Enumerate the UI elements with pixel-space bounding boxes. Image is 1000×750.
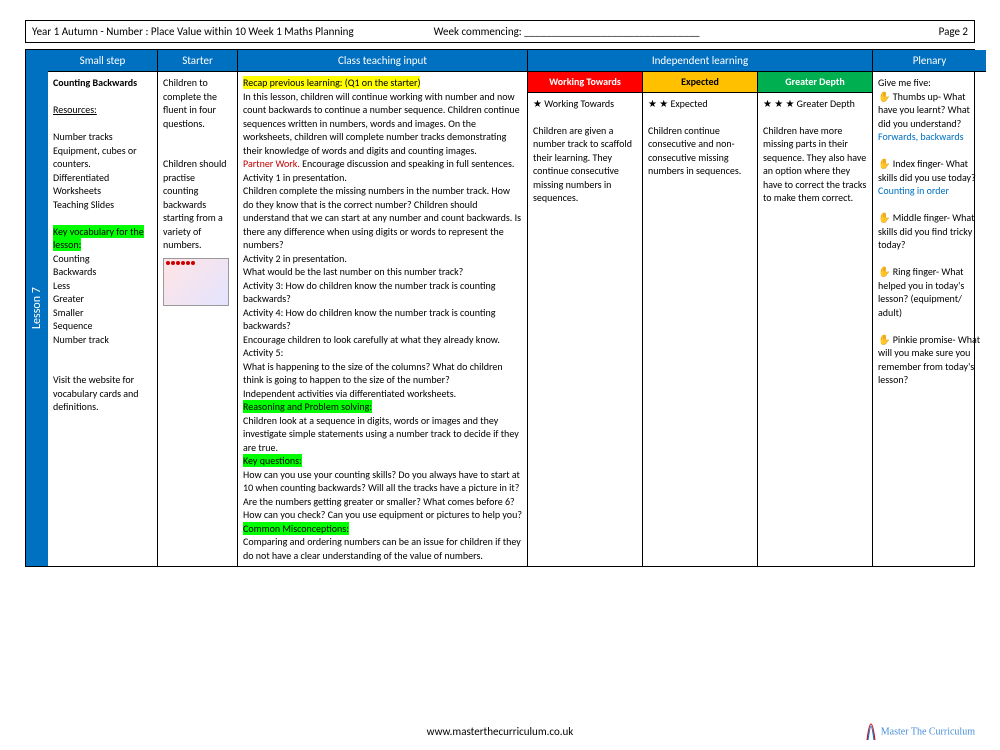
col-header-plenary: Plenary [873, 50, 986, 72]
activity-1: Activity 1 in presentation. [243, 171, 522, 185]
indep-cell-wt: ★ Working Towards Children are given a n… [528, 93, 643, 567]
step-title: Counting Backwards [53, 76, 152, 90]
cell-teaching-input: Recap previous learning: (Q1 on the star… [238, 72, 528, 566]
teach-p6: Comparing and ordering numbers can be an… [243, 535, 522, 562]
plenary-title: Give me five: [878, 76, 981, 90]
partner-work-label: Partner Work. [243, 157, 300, 170]
plenary-index: ✋ Index finger- What skills did you use … [878, 157, 981, 184]
plenary-thumbs: ✋ Thumbs up- What have you learnt? What … [878, 90, 981, 131]
col-header-teaching: Class teaching input [238, 50, 528, 72]
resources-list: Number tracks Equipment, cubes or counte… [53, 130, 152, 211]
footer-url: www.masterthecurriculum.co.uk [0, 725, 1000, 738]
gd-text: Children have more missing parts in thei… [763, 124, 867, 205]
table-body-row: Counting Backwards Resources: Number tra… [48, 72, 986, 566]
wt-title: ★ Working Towards [533, 97, 637, 111]
recap-highlight: Recap previous learning: (Q1 on the star… [243, 76, 420, 89]
planning-table: Lesson 7 Small step Starter Class teachi… [25, 49, 975, 567]
plenary-pinkie: ✋ Pinkie promise- What will you make sur… [878, 333, 981, 387]
indep-head-greater-depth: Greater Depth [758, 72, 872, 93]
starter-p1: Children to complete the fluent in four … [163, 76, 232, 130]
teach-p5: How can you use your counting skills? Do… [243, 468, 522, 522]
brand-logo: Master The Curriculum [864, 722, 975, 742]
lesson-plan-page: Year 1 Autumn - Number : Place Value wit… [0, 0, 1000, 750]
visit-website: Visit the website for vocabulary cards a… [53, 373, 152, 414]
lesson-tab: Lesson 7 [26, 50, 48, 566]
exp-text: Children continue consecutive and non-co… [648, 124, 752, 178]
indep-cell-gd: ★ ★ ★ Greater Depth Children have more m… [758, 93, 872, 567]
starter-p2: Children should practise counting backwa… [163, 157, 232, 252]
partner-rest: Encourage discussion and speaking in ful… [300, 157, 515, 170]
activity-5: Activity 5: [243, 346, 522, 360]
cell-small-step: Counting Backwards Resources: Number tra… [48, 72, 158, 566]
activity-2: Activity 2 in presentation. [243, 252, 522, 266]
slide-thumbnail [163, 258, 229, 306]
cell-independent: Working Towards Expected Greater Depth ★… [528, 72, 873, 566]
kq-highlight: Key questions: [243, 454, 302, 467]
doc-title: Year 1 Autumn - Number : Place Value wit… [32, 25, 354, 38]
plenary-ring: ✋ Ring finger- What helped you in today'… [878, 265, 981, 319]
exp-title: ★ ★ Expected [648, 97, 752, 111]
cell-plenary: Give me five: ✋ Thumbs up- What have you… [873, 72, 986, 566]
brand-text: Master The Curriculum [881, 726, 975, 737]
wt-text: Children are given a number track to sca… [533, 124, 637, 205]
rps-highlight: Reasoning and Problem solving: [243, 400, 372, 413]
cell-starter: Children to complete the fluent in four … [158, 72, 238, 566]
indep-activities: Independent activities via differentiate… [243, 387, 522, 401]
col-header-step: Small step [48, 50, 158, 72]
teach-intro: In this lesson, children will continue w… [243, 90, 522, 158]
q-last-number: What would be the last number on this nu… [243, 265, 522, 279]
teach-p2: Children complete the missing numbers in… [243, 184, 522, 252]
indep-head-expected: Expected [643, 72, 758, 93]
plenary-link-1: Forwards, backwards [878, 130, 981, 144]
activity-4: Activity 4: How do children know the num… [243, 306, 522, 333]
indep-head-working-towards: Working Towards [528, 72, 643, 93]
teach-p4: Children look at a sequence in digits, w… [243, 414, 522, 455]
encourage: Encourage children to look carefully at … [243, 333, 522, 347]
resources-label: Resources: [53, 103, 152, 117]
page-header: Year 1 Autumn - Number : Place Value wit… [25, 20, 975, 43]
week-commencing: Week commencing: _______________________… [434, 25, 700, 38]
cm-highlight: Common Misconceptions: [243, 522, 349, 535]
teach-p3: What is happening to the size of the col… [243, 360, 522, 387]
gd-title: ★ ★ ★ Greater Depth [763, 97, 867, 111]
vocab-list: Counting Backwards Less Greater Smaller … [53, 252, 152, 347]
indep-cell-exp: ★ ★ Expected Children continue consecuti… [643, 93, 758, 567]
col-header-starter: Starter [158, 50, 238, 72]
vocab-label: Key vocabulary for the lesson: [53, 225, 144, 252]
activity-3: Activity 3: How do children know the num… [243, 279, 522, 306]
plenary-link-2: Counting in order [878, 184, 981, 198]
plenary-middle: ✋ Middle finger- What skills did you fin… [878, 211, 981, 252]
col-header-independent: Independent learning [528, 50, 873, 72]
table-header-row: Small step Starter Class teaching input … [48, 50, 986, 72]
page-number: Page 2 [939, 25, 968, 38]
